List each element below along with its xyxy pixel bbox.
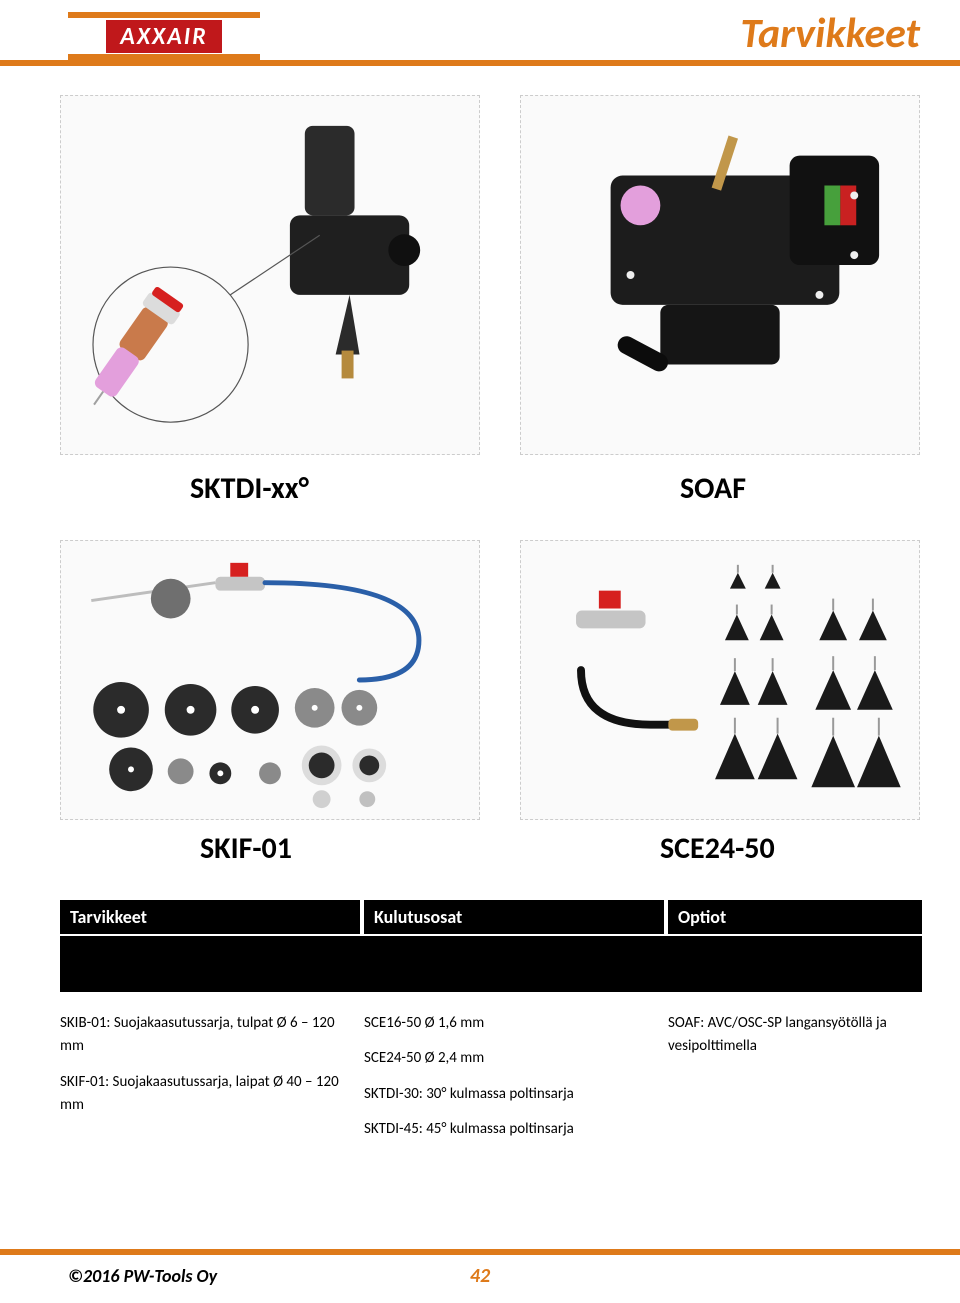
soaf-illustration (521, 96, 919, 454)
td-tarvikkeet: SKIB-01: Suojakaasutussarja, tulpat Ø 6 … (60, 998, 360, 1163)
tarvikkeet-line-2: SKIF-01: Suojakaasutussarja, laipat Ø 40… (60, 1071, 350, 1118)
page-header: AXXAIR Tarvikkeet (0, 0, 960, 70)
skif-illustration (61, 541, 479, 819)
product-label-soaf: SOAF (680, 470, 746, 507)
spec-table-header: Tarvikkeet Kulutusosat Optiot (60, 900, 922, 934)
product-figure-skif (60, 540, 480, 820)
th-optiot: Optiot (668, 900, 922, 934)
kulutusosat-line-2: SCE24-50 Ø 2,4 mm (364, 1047, 654, 1070)
td-kulutusosat: SCE16-50 Ø 1,6 mm SCE24-50 Ø 2,4 mm SKTD… (364, 998, 664, 1163)
optiot-line-1: SOAF: AVC/OSC-SP langansyötöllä ja vesip… (668, 1012, 912, 1059)
product-figure-sce (520, 540, 920, 820)
product-figure-sktdi (60, 95, 480, 455)
sce-illustration (521, 541, 919, 819)
td-optiot: SOAF: AVC/OSC-SP langansyötöllä ja vesip… (668, 998, 922, 1163)
tarvikkeet-line-1: SKIB-01: Suojakaasutussarja, tulpat Ø 6 … (60, 1012, 350, 1059)
kulutusosat-line-4: SKTDI-45: 45° kulmassa poltinsarja (364, 1118, 654, 1141)
kulutusosat-line-3: SKTDI-30: 30° kulmassa poltinsarja (364, 1083, 654, 1106)
th-tarvikkeet: Tarvikkeet (60, 900, 360, 934)
page-number: 42 (470, 1264, 490, 1288)
spec-table-black-spacer (60, 936, 922, 992)
copyright-text: ©2016 PW-Tools Oy (68, 1265, 217, 1287)
header-divider (0, 60, 960, 66)
page-footer: ©2016 PW-Tools Oy 42 (0, 1249, 960, 1303)
product-figure-soaf (520, 95, 920, 455)
brand-logo-text: AXXAIR (106, 20, 221, 53)
th-kulutusosat: Kulutusosat (364, 900, 664, 934)
spec-table-body: SKIB-01: Suojakaasutussarja, tulpat Ø 6 … (60, 998, 922, 1163)
sktdi-illustration (61, 96, 479, 454)
spec-table: Tarvikkeet Kulutusosat Optiot SKIB-01: S… (60, 900, 922, 1163)
kulutusosat-line-1: SCE16-50 Ø 1,6 mm (364, 1012, 654, 1035)
product-label-sktdi: SKTDI-xx° (190, 470, 309, 507)
product-label-skif: SKIF-01 (200, 830, 292, 867)
brand-logo: AXXAIR (68, 12, 260, 60)
page-title: Tarvikkeet (740, 8, 920, 59)
product-label-sce: SCE24-50 (660, 830, 775, 867)
